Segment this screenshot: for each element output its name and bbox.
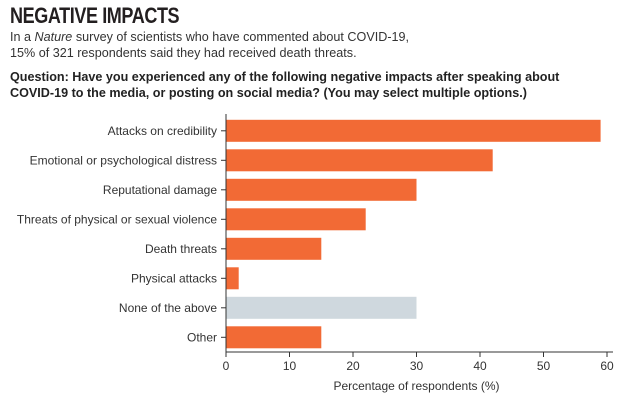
x-tick-label: 0: [223, 359, 230, 373]
subtitle-line-2: 15% of 321 respondents said they had rec…: [10, 46, 357, 60]
subtitle-line-1: In a Nature survey of scientists who hav…: [10, 30, 410, 44]
bar: [226, 326, 322, 349]
x-tick-label: 40: [473, 359, 487, 373]
category-label: Other: [187, 330, 217, 344]
bar: [226, 267, 239, 290]
category-label: Reputational damage: [103, 183, 217, 197]
bar: [226, 208, 366, 231]
bar: [226, 178, 417, 201]
bar: [226, 296, 417, 319]
x-tick-label: 30: [410, 359, 424, 373]
bar: [226, 149, 493, 172]
survey-question: Question: Have you experienced any of th…: [10, 69, 559, 101]
x-tick-label: 50: [537, 359, 551, 373]
category-label: Death threats: [145, 242, 217, 256]
x-axis-title: Percentage of respondents (%): [333, 379, 499, 393]
x-tick-label: 20: [346, 359, 360, 373]
bar: [226, 119, 601, 142]
bar: [226, 237, 322, 260]
x-tick-label: 10: [283, 359, 297, 373]
question-line-2: COVID-19 to the media, or posting on soc…: [10, 86, 527, 100]
category-label: None of the above: [119, 301, 217, 315]
chart-title: NEGATIVE IMPACTS: [10, 3, 180, 28]
category-label: Physical attacks: [131, 271, 217, 285]
question-line-1: Question: Have you experienced any of th…: [10, 70, 560, 84]
category-label: Threats of physical or sexual violence: [17, 212, 217, 226]
category-label: Attacks on credibility: [108, 124, 217, 138]
chart-subtitle: In a Nature survey of scientists who hav…: [10, 29, 409, 61]
x-tick-label: 60: [600, 359, 614, 373]
category-label: Emotional or psychological distress: [30, 153, 217, 167]
